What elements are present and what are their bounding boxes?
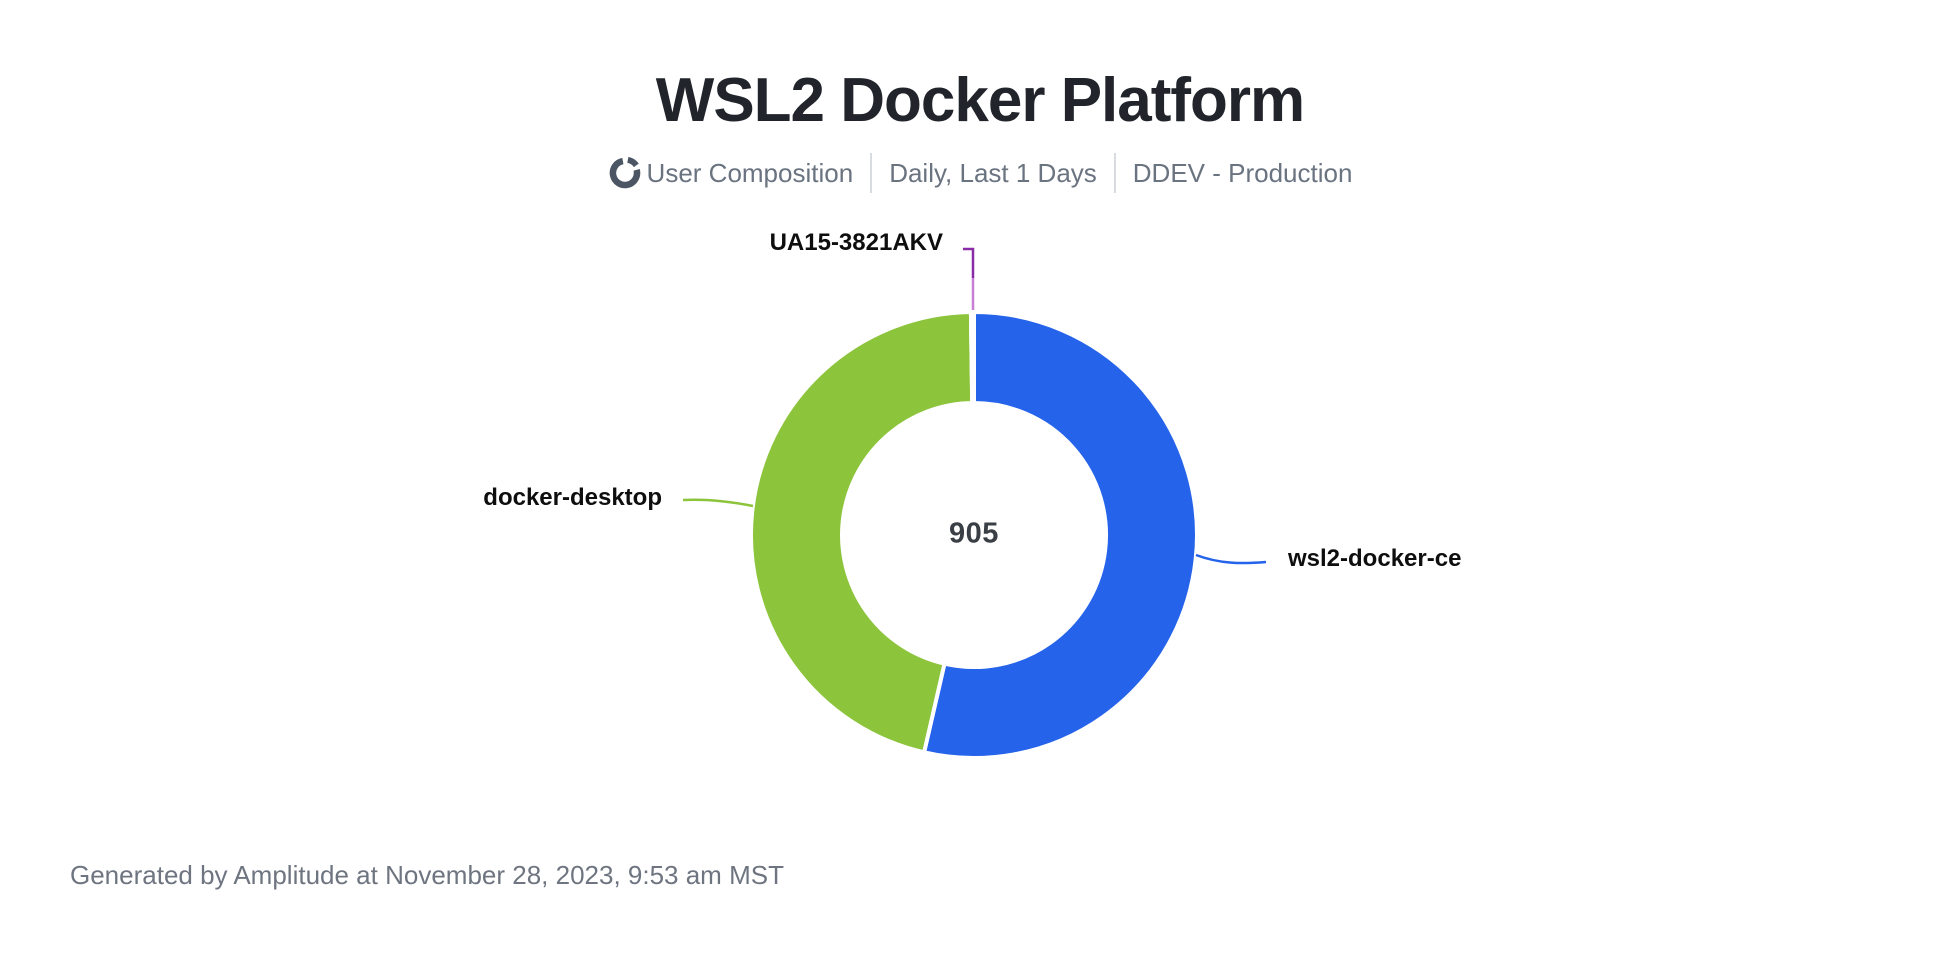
leader-line-docker-desktop: [682, 498, 754, 508]
date-range-label: Daily, Last 1 Days: [889, 157, 1097, 188]
generated-by-note: Generated by Amplitude at November 28, 2…: [70, 860, 784, 890]
donut-slices: [749, 309, 1199, 760]
pie-slice-UA15-3821AKV: [968, 309, 976, 406]
donut-center-total: 905: [949, 517, 999, 550]
slice-label-docker-desktop: docker-desktop: [483, 484, 662, 511]
page-title: WSL2 Docker Platform: [655, 66, 1305, 135]
slice-label-ua15: UA15-3821AKV: [769, 229, 943, 256]
subtitle-divider: [870, 153, 873, 193]
donut-chart-icon: [609, 157, 640, 189]
segment-label: DDEV - Production: [1132, 157, 1353, 188]
leader-line-ua15-dark: [963, 247, 975, 278]
chart-type-item: User Composition: [608, 156, 854, 190]
donut-chart: [682, 247, 1267, 760]
subtitle-divider: [1113, 153, 1116, 193]
pie-slice-docker-desktop: [749, 310, 975, 755]
pie-slice-wsl2-docker-ce: [922, 310, 1199, 760]
chart-type-label: User Composition: [646, 157, 854, 188]
leader-line-wsl2-docker-ce: [1195, 553, 1267, 565]
chart-meta-row: User Composition Daily, Last 1 Days DDEV…: [0, 150, 1960, 196]
slice-label-wsl2-docker-ce: wsl2-docker-ce: [1288, 545, 1462, 572]
